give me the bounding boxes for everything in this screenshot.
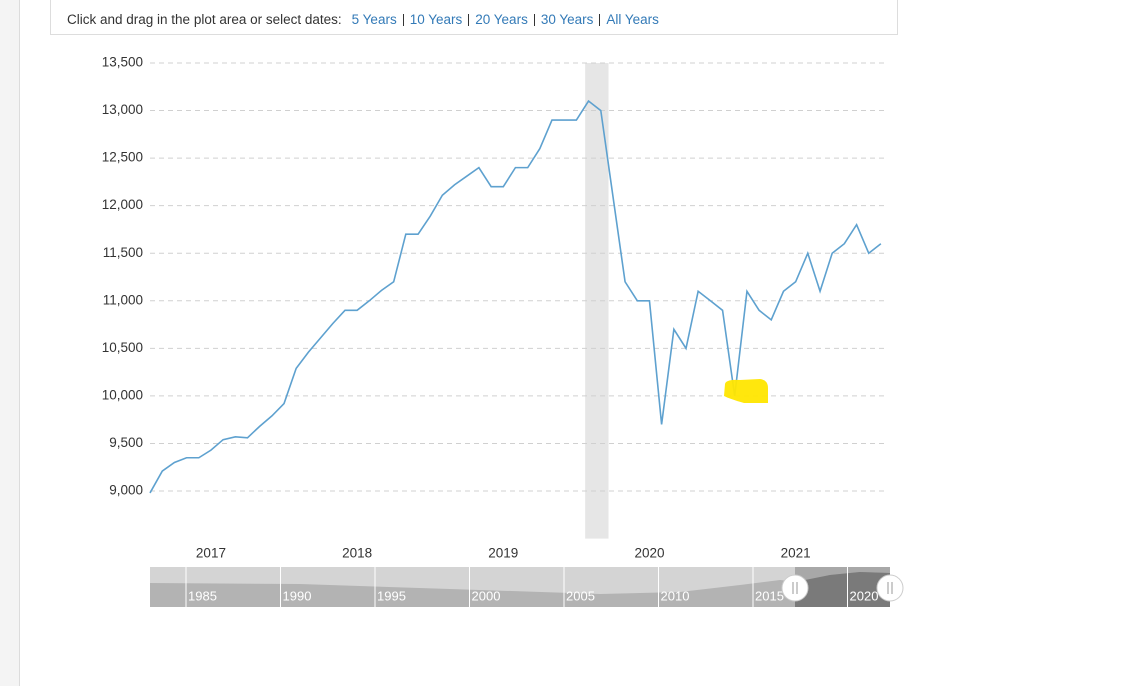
navigator-selection-area (795, 572, 890, 607)
toolbar: Click and drag in the plot area or selec… (50, 0, 898, 35)
navigator-label: 2015 (755, 588, 784, 603)
navigator-handle[interactable] (781, 574, 809, 602)
x-tick-label: 2017 (196, 546, 226, 561)
x-tick-label: 2018 (342, 546, 372, 561)
navigator-area (150, 572, 890, 607)
navigator-label: 2000 (472, 588, 501, 603)
navigator-label: 2005 (566, 588, 595, 603)
y-tick-label: 12,500 (102, 150, 143, 165)
x-tick-label: 2019 (488, 546, 518, 561)
y-tick-label: 13,000 (102, 102, 143, 117)
range-link[interactable]: 10 Years (402, 13, 469, 26)
y-tick-label: 11,500 (103, 245, 143, 260)
x-tick-label: 2021 (781, 546, 811, 561)
navigator-label: 1990 (283, 588, 312, 603)
side-strip (0, 0, 20, 686)
y-tick-label: 11,000 (103, 292, 143, 307)
navigator-label: 2020 (850, 588, 879, 603)
range-link[interactable]: All Years (599, 13, 665, 26)
prompt: Click and drag in the plot area or selec… (67, 12, 342, 27)
x-tick-label: 2020 (634, 546, 664, 561)
navigator-label: 1995 (377, 588, 406, 603)
range-link[interactable]: 30 Years (533, 13, 600, 26)
recession-band (585, 63, 609, 539)
range-link[interactable]: 5 Years (351, 12, 397, 27)
y-tick-label: 10,000 (102, 387, 143, 402)
y-tick-label: 9,500 (109, 435, 143, 450)
y-tick-label: 12,000 (102, 197, 143, 212)
range-link[interactable]: 20 Years (468, 13, 534, 26)
series-line (149, 99, 882, 494)
plot-area[interactable]: 9,000 9,500 10,000 10,500 11,000 11,500 12,000… (102, 55, 887, 561)
navigator[interactable]: 1985 1990 1995 2000 2005 2010 2015 2020 (150, 567, 890, 607)
y-tick-label: 13,500 (102, 55, 143, 70)
navigator-label: 2010 (661, 588, 690, 603)
highlight-annotation (724, 379, 768, 403)
navigator-handle[interactable] (876, 574, 904, 602)
y-tick-label: 10,500 (102, 340, 143, 355)
y-tick-label: 9,000 (109, 483, 143, 498)
navigator-label: 1985 (188, 588, 217, 603)
